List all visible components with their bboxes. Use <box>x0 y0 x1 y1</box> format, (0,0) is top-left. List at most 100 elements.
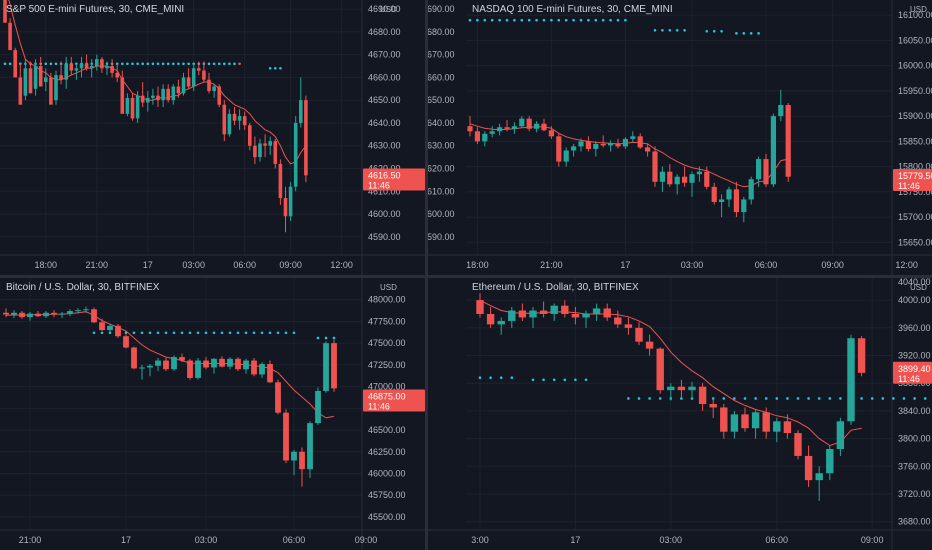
candle-body <box>147 365 153 368</box>
candle <box>770 113 776 187</box>
candle <box>125 93 130 117</box>
chart-svg-nq[interactable]: 15650.00 15700.00 15750.00 15800.00 15850.00… <box>428 0 932 275</box>
left-price-axis-nq: 4590.00 4600.00 4610.00 4620.00 4630.00 4640.… <box>428 4 455 242</box>
candle-body <box>704 171 710 187</box>
candle-body <box>726 189 732 200</box>
candle-body <box>783 421 792 434</box>
candle-body <box>8 22 12 51</box>
indicator-dot <box>542 18 546 22</box>
candle-body <box>511 126 517 129</box>
indicator-dot <box>180 331 184 335</box>
candle <box>291 450 297 476</box>
grid-eth <box>466 278 892 530</box>
grid-nq <box>466 0 892 255</box>
time-tick-label: 12:00 <box>895 260 918 270</box>
pane-divider-horizontal[interactable] <box>0 275 932 278</box>
price-tick-label: 4660.00 <box>368 72 401 82</box>
price-tick-label: 4630.00 <box>428 141 455 151</box>
time-tick-label: 17 <box>620 260 630 270</box>
candle <box>635 322 643 346</box>
time-tick-label: 06:00 <box>766 535 789 545</box>
indicator-dot <box>8 62 12 66</box>
indicator-dot <box>324 336 328 340</box>
candle <box>51 310 57 318</box>
candle <box>719 194 725 218</box>
candle <box>474 127 480 144</box>
candle <box>667 383 675 401</box>
candle-body <box>688 386 696 391</box>
candle-body <box>28 68 33 94</box>
candle-body <box>539 310 548 314</box>
candle-body <box>19 312 25 318</box>
price-tick-label: 15800.00 <box>898 162 932 172</box>
candle <box>315 387 321 425</box>
candle-body <box>624 324 633 328</box>
indicator-dot <box>236 331 240 335</box>
candle <box>120 70 125 114</box>
candle <box>110 59 114 78</box>
time-tick-label: 06:00 <box>755 260 778 270</box>
candle <box>59 311 65 318</box>
indicator-dot <box>132 331 136 335</box>
candle <box>593 141 599 157</box>
candle-body <box>207 79 211 92</box>
candle <box>682 166 688 187</box>
chart-svg-eth[interactable]: 3680.003720.003760.003800.003840.003880.… <box>428 278 932 550</box>
candle <box>331 339 337 392</box>
candle <box>253 136 257 164</box>
candle-body <box>698 386 707 404</box>
candle-body <box>64 63 68 80</box>
chart-svg-spx[interactable]: 4590.004600.004610.004620.004630.004640.… <box>0 0 425 275</box>
candle-body <box>519 118 525 127</box>
indicator-dot <box>499 376 503 379</box>
candle-body <box>91 309 97 323</box>
chart-pane-btc[interactable]: 45500.00 45750.00 46000.00 46250.00 46500.00… <box>0 278 425 550</box>
candle <box>268 136 272 155</box>
price-tick-label: 3960.00 <box>898 323 931 333</box>
time-tick-label: 06:00 <box>283 535 306 545</box>
candle-body <box>258 143 262 158</box>
candle <box>689 171 695 197</box>
candle-body <box>836 421 845 449</box>
candle <box>23 59 28 101</box>
indicator-dot <box>520 18 524 22</box>
candle <box>74 63 79 80</box>
candle <box>592 303 601 321</box>
price-tick-label: 3720.00 <box>898 489 931 499</box>
price-tick-label: 4590.00 <box>368 232 401 242</box>
currency-label: USD <box>380 5 397 14</box>
candle <box>186 68 191 89</box>
candle-body <box>273 141 278 164</box>
indicator-dot <box>712 30 716 33</box>
chart-pane-eth[interactable]: 3680.003720.003760.003800.003840.003880.… <box>428 278 932 550</box>
candle <box>166 84 170 103</box>
chart-pane-nq[interactable]: 15650.00 15700.00 15750.00 15800.00 15850.00… <box>428 0 932 275</box>
candle <box>171 84 176 105</box>
candle-body <box>571 146 577 151</box>
candle-body <box>135 95 140 119</box>
indicator-dot <box>182 62 185 66</box>
indicator-dot <box>217 62 221 66</box>
indicator-dot <box>332 336 336 340</box>
candle <box>614 310 622 328</box>
indicator-dot <box>204 331 208 335</box>
candle-body <box>741 414 749 429</box>
candle <box>539 301 548 318</box>
candle-body <box>563 150 569 162</box>
candle-body <box>778 105 784 117</box>
indicator-dot <box>870 397 874 400</box>
chart-pane-spx[interactable]: 4590.004600.004610.004620.004630.004640.… <box>0 0 425 275</box>
candle <box>815 466 823 501</box>
candle <box>38 56 43 87</box>
candle-body <box>667 171 673 185</box>
indicator-dot <box>601 18 605 22</box>
candle <box>847 334 855 425</box>
candle <box>608 140 614 152</box>
candle-body <box>677 386 686 391</box>
chart-svg-btc[interactable]: 45500.00 45750.00 46000.00 46250.00 46500.00… <box>0 278 425 550</box>
indicator-dot <box>276 331 280 335</box>
